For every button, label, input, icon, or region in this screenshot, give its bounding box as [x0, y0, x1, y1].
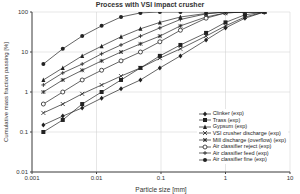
html-text:Clinker (exp): Clinker (exp) — [212, 110, 244, 117]
html-text:Gypsum (exp): Gypsum (exp) — [212, 123, 248, 130]
html-text:Air classifier fine (exp): Air classifier fine (exp) — [212, 156, 267, 163]
html-text:Air classifier feed (exp): Air classifier feed (exp) — [212, 149, 269, 156]
html-text:Process with VSI impact crushe: Process with VSI impact crusher — [95, 1, 205, 8]
svg-text:10: 10 — [21, 49, 28, 55]
html-text:Trass (exp): Trass (exp) — [212, 116, 241, 123]
svg-text:0.1: 0.1 — [20, 129, 29, 135]
html-text:VSI crusher discharge (exp): VSI crusher discharge (exp) — [212, 130, 281, 136]
svg-text:0.1: 0.1 — [157, 175, 166, 181]
html-text:Air classifier reject (exp): Air classifier reject (exp) — [212, 143, 272, 150]
html-text:Mill discharge (overflow) (exp: Mill discharge (overflow) (exp) — [212, 136, 286, 143]
svg-text:100: 100 — [18, 9, 29, 15]
svg-text:Cumulative mass fraction passi: Cumulative mass fraction passing [%] — [8, 42, 9, 142]
svg-text:0.01: 0.01 — [16, 169, 28, 175]
svg-text:1: 1 — [224, 175, 228, 181]
svg-text:0.001: 0.001 — [24, 175, 40, 181]
svg-text:1: 1 — [25, 89, 29, 95]
svg-text:0.01: 0.01 — [91, 175, 103, 181]
svg-text:10: 10 — [287, 175, 292, 181]
svg-text:Particle size [mm]: Particle size [mm] — [135, 186, 186, 194]
